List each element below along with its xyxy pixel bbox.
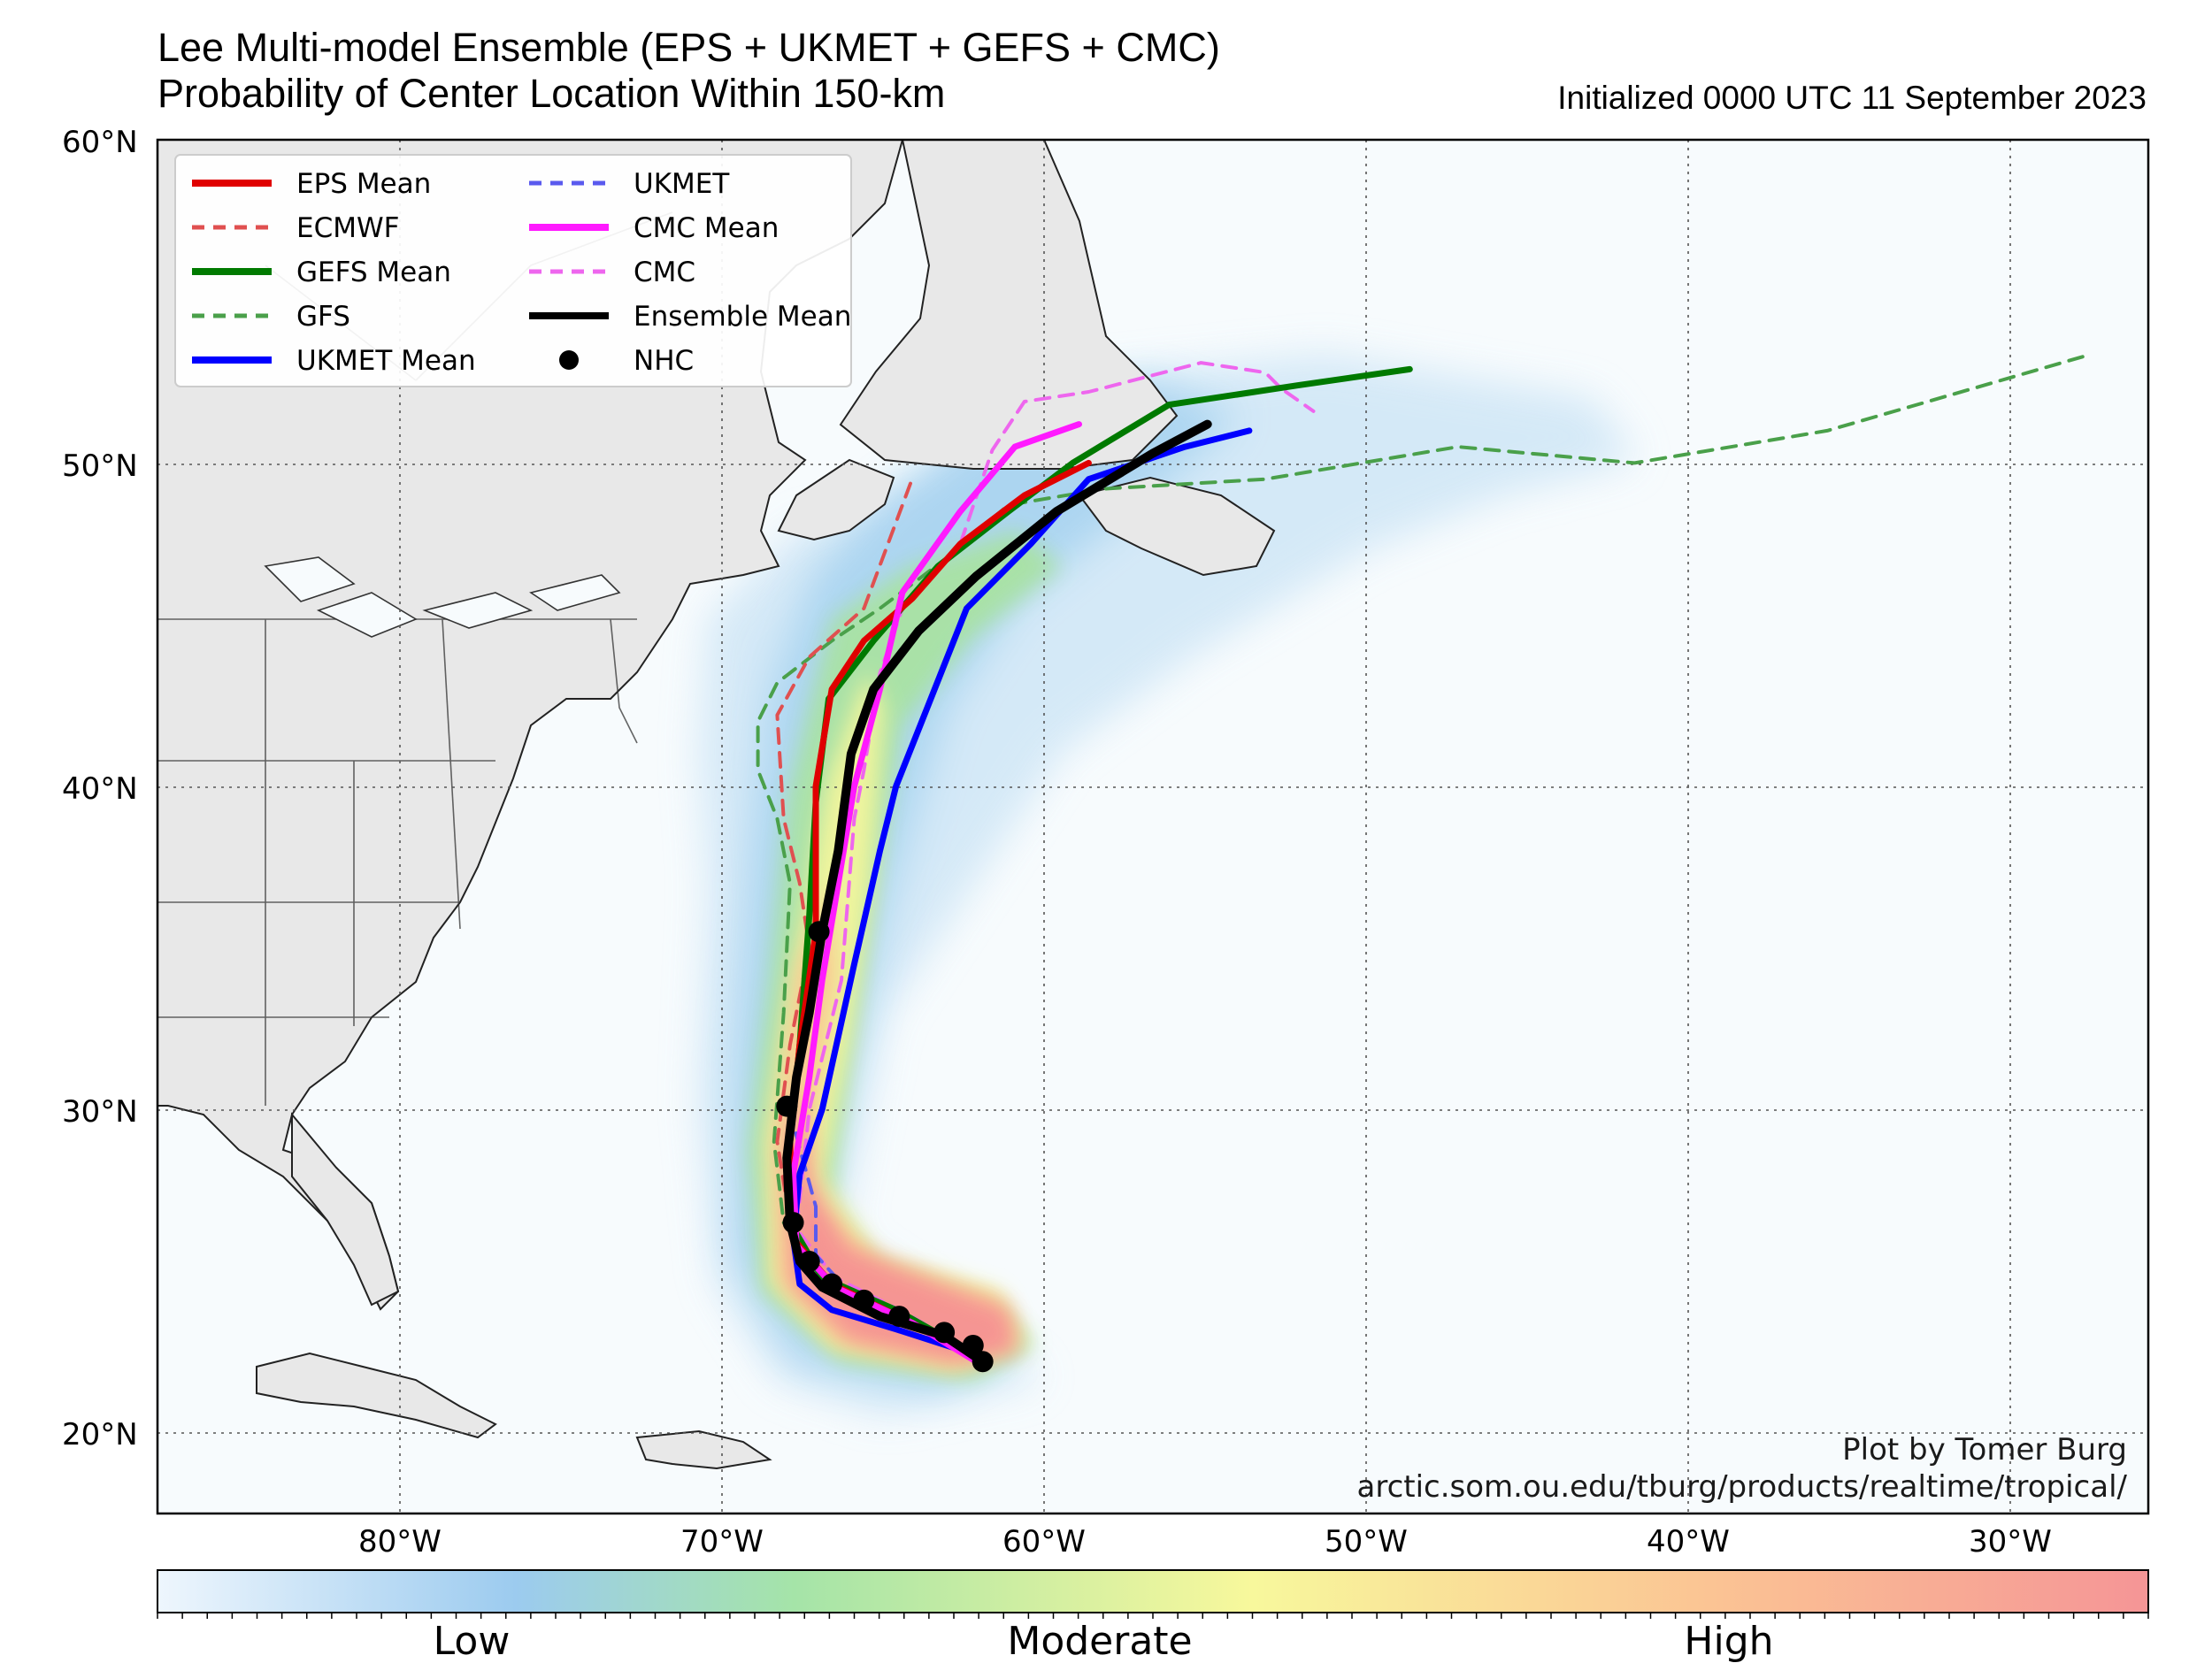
legend-entry: Ensemble Mean [529, 301, 851, 333]
legend-label: EPS Mean [296, 168, 431, 200]
colorbar-label-moderate: Moderate [1007, 1619, 1192, 1663]
legend-label: NHC [634, 345, 694, 377]
lon-label: 40°W [1647, 1524, 1730, 1560]
nhc-forecast-point [888, 1306, 910, 1328]
credit-author: Plot by Tomer Burg [1842, 1432, 2127, 1468]
cuba [256, 1352, 497, 1439]
legend-label: CMC [634, 257, 695, 288]
legend-label: GEFS Mean [296, 257, 451, 288]
legend-label: UKMET Mean [296, 345, 476, 377]
legend-label: GFS [296, 301, 350, 333]
legend-entry: EPS Mean [192, 168, 431, 200]
lat-label: 20°N [62, 1417, 138, 1452]
nhc-forecast-point [808, 921, 830, 943]
lat-label: 40°N [62, 771, 138, 807]
hispaniola [635, 1429, 772, 1470]
nhc-forecast-point [782, 1212, 804, 1234]
map-frame [156, 138, 2150, 1515]
gfs-track [756, 354, 2086, 1354]
legend-marker [559, 350, 579, 370]
legend-entry: NHC [559, 345, 694, 377]
map-subtitle: Probability of Center Location Within 15… [157, 71, 946, 116]
legend-label: ECMWF [296, 212, 399, 244]
nhc-forecast-point [776, 1095, 798, 1117]
legend-entry: CMC [529, 257, 695, 288]
legend-entry: UKMET Mean [192, 345, 476, 377]
nhc-forecast-point [962, 1334, 984, 1356]
nhc-forecast-point [821, 1273, 843, 1295]
credit: Plot by Tomer Burg arctic.som.ou.edu/tbu… [1357, 1432, 2128, 1505]
credit-url: arctic.som.ou.edu/tburg/products/realtim… [1357, 1469, 2128, 1505]
latitude-labels: 60°N 50°N 40°N 30°N 20°N [62, 125, 138, 1452]
lat-label: 30°N [62, 1094, 138, 1130]
lat-label: 60°N [62, 125, 138, 160]
lon-label: 70°W [680, 1524, 764, 1560]
legend-entry: UKMET [529, 168, 730, 200]
newfoundland [1078, 476, 1276, 577]
map-content [157, 140, 2148, 1514]
forecast-tracks [756, 354, 2086, 1373]
colorbar-label-low: Low [434, 1619, 511, 1663]
lon-label: 60°W [1002, 1524, 1086, 1560]
map-title: Lee Multi-model Ensemble (EPS + UKMET + … [157, 25, 1220, 70]
legend-entry: ECMWF [192, 212, 399, 244]
great-lakes [264, 556, 621, 638]
nhc-forecast-point [853, 1289, 875, 1311]
colorbar-label-high: High [1684, 1619, 1773, 1663]
legend-entry: GEFS Mean [192, 257, 451, 288]
legend-label: Ensemble Mean [634, 301, 851, 333]
graticule [157, 140, 2148, 1514]
maritime-canada [777, 458, 895, 541]
colorbar: Low Moderate High [157, 1569, 2149, 1663]
nhc-forecast-point [933, 1322, 956, 1344]
initialized-time: Initialized 0000 UTC 11 September 2023 [1557, 80, 2147, 116]
nhc-forecast-point [798, 1250, 820, 1272]
cmc-track [795, 361, 1316, 1351]
longitude-labels: 80°W 70°W 60°W 50°W 40°W 30°W [358, 1524, 2052, 1560]
colorbar-gradient [157, 1569, 2149, 1613]
lon-label: 50°W [1325, 1524, 1408, 1560]
lon-label: 30°W [1969, 1524, 2052, 1560]
lat-label: 50°N [62, 448, 138, 484]
legend: EPS Mean ECMWF GEFS Mean GFS UKMET Mean UKMET… [174, 154, 852, 387]
legend-label: UKMET [634, 168, 730, 200]
nhc-forecast-point [972, 1351, 994, 1373]
legend-box [174, 154, 852, 387]
legend-entry: GFS [192, 301, 350, 333]
legend-label: CMC Mean [634, 212, 779, 244]
florida [291, 1112, 400, 1307]
lon-label: 80°W [358, 1524, 442, 1560]
legend-entry: CMC Mean [529, 212, 779, 244]
